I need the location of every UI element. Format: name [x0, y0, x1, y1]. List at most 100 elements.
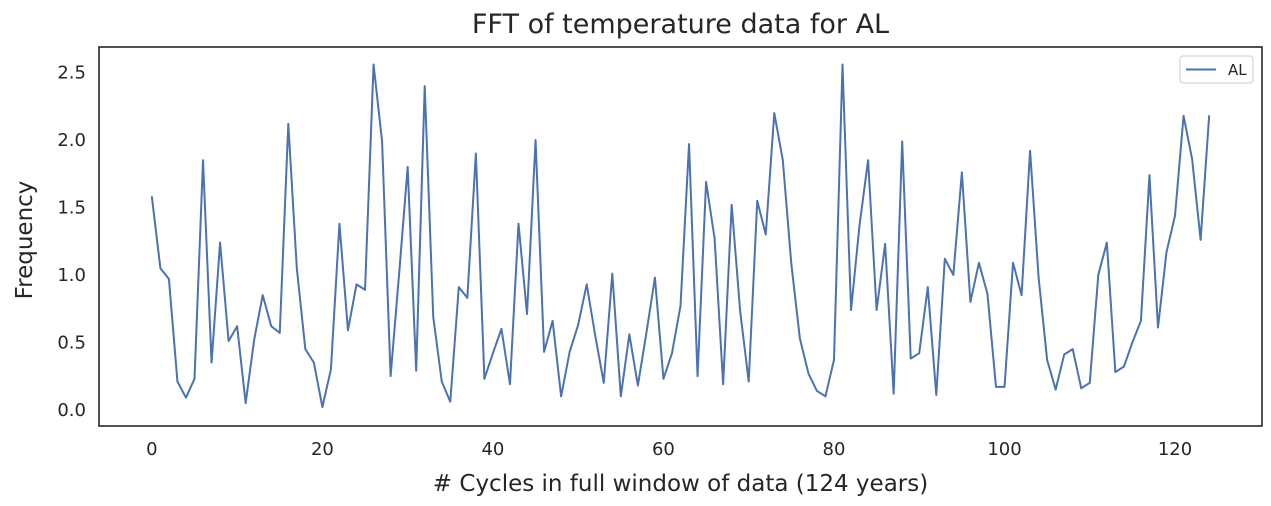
- data-point: [1174, 214, 1176, 217]
- data-point: [850, 309, 852, 311]
- data-point: [1046, 359, 1048, 361]
- plot-lines: [150, 63, 1211, 409]
- data-point: [961, 171, 963, 174]
- data-point: [1012, 262, 1014, 264]
- data-point: [824, 395, 827, 398]
- data-point: [364, 288, 366, 291]
- data-point: [602, 382, 605, 384]
- data-point: [278, 332, 281, 334]
- data-point: [1037, 276, 1040, 279]
- y-tick-label: 2.5: [57, 63, 86, 84]
- data-point: [423, 85, 426, 87]
- data-point: [492, 352, 494, 354]
- data-point: [236, 325, 238, 327]
- x-tick-label: 100: [987, 439, 1021, 460]
- data-point: [773, 112, 776, 114]
- x-tick-label: 20: [311, 439, 334, 460]
- data-point: [841, 63, 844, 66]
- data-point: [1140, 320, 1142, 322]
- data-point: [509, 383, 511, 385]
- data-point: [909, 357, 912, 360]
- data-point: [159, 267, 162, 270]
- data-point: [713, 237, 716, 240]
- data-point: [560, 395, 562, 398]
- x-tick-label: 60: [652, 439, 675, 460]
- data-point: [458, 286, 460, 288]
- data-point: [168, 278, 170, 280]
- data-point: [730, 204, 733, 206]
- data-point: [816, 390, 818, 392]
- data-point: [568, 351, 571, 353]
- data-point: [355, 283, 358, 286]
- legend: AL: [1179, 55, 1254, 84]
- y-tick-label: 1.0: [57, 265, 86, 286]
- data-point: [628, 333, 631, 336]
- data-point: [475, 152, 477, 155]
- data-point: [1123, 365, 1125, 368]
- data-point: [1208, 114, 1210, 117]
- data-point: [952, 274, 955, 276]
- data-point: [415, 369, 417, 372]
- data-point: [1165, 251, 1168, 253]
- data-point: [858, 224, 861, 226]
- data-point: [534, 139, 537, 141]
- data-point: [406, 166, 409, 168]
- data-point: [995, 386, 997, 388]
- data-point: [330, 368, 332, 371]
- data-point: [1157, 326, 1159, 329]
- data-point: [969, 301, 972, 303]
- data-point: [227, 340, 230, 342]
- chart-title: FFT of temperature data for AL: [472, 9, 889, 40]
- x-axis-label: # Cycles in full window of data (124 yea…: [433, 471, 928, 497]
- data-point: [185, 396, 187, 399]
- legend-label-al: AL: [1228, 61, 1247, 79]
- data-point: [978, 262, 980, 264]
- data-point: [432, 315, 435, 318]
- data-point: [833, 359, 835, 361]
- data-point: [747, 380, 750, 383]
- data-point: [1114, 371, 1117, 373]
- data-point: [517, 222, 520, 225]
- legend-box: [1179, 55, 1254, 84]
- x-tick-label: 120: [1158, 439, 1192, 460]
- data-point: [688, 143, 690, 145]
- data-point: [1131, 341, 1134, 344]
- data-point: [398, 272, 400, 275]
- data-point: [594, 334, 597, 337]
- data-point: [389, 375, 392, 377]
- data-point: [705, 181, 707, 183]
- data-point: [321, 406, 324, 408]
- data-point: [304, 348, 307, 350]
- data-point: [1080, 387, 1083, 390]
- data-point: [884, 243, 886, 245]
- data-point: [1106, 241, 1108, 244]
- data-point: [764, 233, 767, 236]
- data-point: [867, 159, 869, 162]
- data-point: [202, 159, 204, 162]
- data-point: [244, 402, 247, 404]
- data-point: [696, 375, 699, 377]
- x-tick-label: 0: [146, 439, 157, 460]
- data-point: [526, 313, 528, 315]
- data-point: [671, 352, 673, 354]
- data-point: [466, 297, 469, 299]
- data-point: [219, 241, 221, 244]
- data-point: [1063, 353, 1065, 356]
- data-point: [654, 276, 656, 279]
- data-point: [645, 332, 648, 334]
- data-point: [1003, 386, 1006, 388]
- data-point: [1029, 150, 1031, 152]
- y-tick-label: 0.0: [57, 400, 86, 421]
- data-point: [807, 372, 810, 375]
- data-point: [944, 257, 946, 260]
- data-point: [611, 272, 614, 275]
- data-point: [449, 400, 452, 403]
- data-point: [679, 305, 682, 307]
- data-point: [176, 380, 179, 383]
- data-point: [543, 351, 545, 353]
- data-point: [1088, 382, 1091, 384]
- data-point: [901, 140, 903, 143]
- data-point: [483, 377, 486, 380]
- y-tick-label: 2.0: [57, 130, 86, 151]
